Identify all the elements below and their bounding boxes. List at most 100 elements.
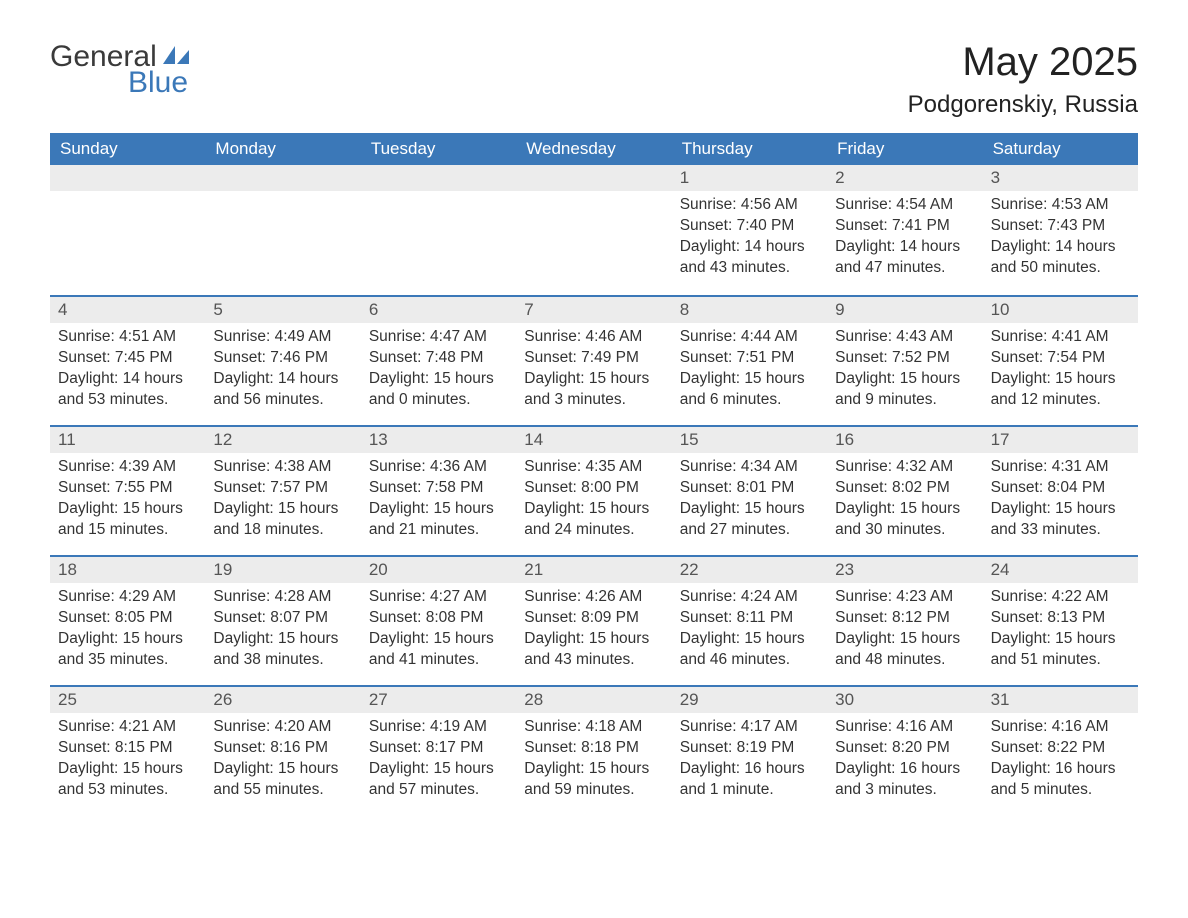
daylight-text: Daylight: 15 hours and 53 minutes. [58, 759, 197, 801]
day-body: Sunrise: 4:17 AMSunset: 8:19 PMDaylight:… [672, 713, 827, 809]
sunrise-text: Sunrise: 4:28 AM [213, 587, 352, 608]
daylight-text: Daylight: 15 hours and 41 minutes. [369, 629, 508, 671]
daylight-text: Daylight: 15 hours and 9 minutes. [835, 369, 974, 411]
daylight-text: Daylight: 15 hours and 59 minutes. [524, 759, 663, 801]
daylight-text: Daylight: 15 hours and 0 minutes. [369, 369, 508, 411]
day-number: 25 [50, 687, 205, 713]
day-number: 18 [50, 557, 205, 583]
sunrise-text: Sunrise: 4:49 AM [213, 327, 352, 348]
day-number: 15 [672, 427, 827, 453]
sunrise-text: Sunrise: 4:46 AM [524, 327, 663, 348]
sunset-text: Sunset: 7:46 PM [213, 348, 352, 369]
day-body: Sunrise: 4:36 AMSunset: 7:58 PMDaylight:… [361, 453, 516, 549]
day-number: 17 [983, 427, 1138, 453]
day-cell: 24Sunrise: 4:22 AMSunset: 8:13 PMDayligh… [983, 557, 1138, 683]
day-body: Sunrise: 4:47 AMSunset: 7:48 PMDaylight:… [361, 323, 516, 419]
day-body [50, 191, 205, 203]
day-number: 16 [827, 427, 982, 453]
sunset-text: Sunset: 8:16 PM [213, 738, 352, 759]
day-body: Sunrise: 4:26 AMSunset: 8:09 PMDaylight:… [516, 583, 671, 679]
day-cell: 30Sunrise: 4:16 AMSunset: 8:20 PMDayligh… [827, 687, 982, 813]
sunset-text: Sunset: 8:20 PM [835, 738, 974, 759]
week-row: 4Sunrise: 4:51 AMSunset: 7:45 PMDaylight… [50, 295, 1138, 423]
daylight-text: Daylight: 15 hours and 30 minutes. [835, 499, 974, 541]
sunrise-text: Sunrise: 4:16 AM [835, 717, 974, 738]
daylight-text: Daylight: 16 hours and 3 minutes. [835, 759, 974, 801]
day-number: 26 [205, 687, 360, 713]
day-number: 10 [983, 297, 1138, 323]
sunset-text: Sunset: 8:19 PM [680, 738, 819, 759]
day-cell: 8Sunrise: 4:44 AMSunset: 7:51 PMDaylight… [672, 297, 827, 423]
sunset-text: Sunset: 7:58 PM [369, 478, 508, 499]
sunset-text: Sunset: 7:41 PM [835, 216, 974, 237]
brand-part2: Blue [128, 66, 188, 100]
sunrise-text: Sunrise: 4:26 AM [524, 587, 663, 608]
day-cell: 1Sunrise: 4:56 AMSunset: 7:40 PMDaylight… [672, 165, 827, 293]
day-number: 23 [827, 557, 982, 583]
day-number: 27 [361, 687, 516, 713]
day-body: Sunrise: 4:19 AMSunset: 8:17 PMDaylight:… [361, 713, 516, 809]
day-number: 7 [516, 297, 671, 323]
day-number [50, 165, 205, 191]
sunset-text: Sunset: 8:22 PM [991, 738, 1130, 759]
sunset-text: Sunset: 7:45 PM [58, 348, 197, 369]
daylight-text: Daylight: 15 hours and 55 minutes. [213, 759, 352, 801]
sunrise-text: Sunrise: 4:34 AM [680, 457, 819, 478]
day-cell: 16Sunrise: 4:32 AMSunset: 8:02 PMDayligh… [827, 427, 982, 553]
day-body: Sunrise: 4:29 AMSunset: 8:05 PMDaylight:… [50, 583, 205, 679]
day-number: 22 [672, 557, 827, 583]
sunset-text: Sunset: 7:51 PM [680, 348, 819, 369]
day-cell [361, 165, 516, 293]
day-header-row: SundayMondayTuesdayWednesdayThursdayFrid… [50, 133, 1138, 165]
day-number: 13 [361, 427, 516, 453]
day-cell: 5Sunrise: 4:49 AMSunset: 7:46 PMDaylight… [205, 297, 360, 423]
daylight-text: Daylight: 15 hours and 48 minutes. [835, 629, 974, 671]
day-number: 21 [516, 557, 671, 583]
daylight-text: Daylight: 15 hours and 6 minutes. [680, 369, 819, 411]
day-cell: 19Sunrise: 4:28 AMSunset: 8:07 PMDayligh… [205, 557, 360, 683]
week-row: 1Sunrise: 4:56 AMSunset: 7:40 PMDaylight… [50, 165, 1138, 293]
day-body: Sunrise: 4:18 AMSunset: 8:18 PMDaylight:… [516, 713, 671, 809]
sunrise-text: Sunrise: 4:41 AM [991, 327, 1130, 348]
sunrise-text: Sunrise: 4:18 AM [524, 717, 663, 738]
day-cell: 15Sunrise: 4:34 AMSunset: 8:01 PMDayligh… [672, 427, 827, 553]
sunset-text: Sunset: 8:01 PM [680, 478, 819, 499]
day-cell: 18Sunrise: 4:29 AMSunset: 8:05 PMDayligh… [50, 557, 205, 683]
sunset-text: Sunset: 7:49 PM [524, 348, 663, 369]
sunrise-text: Sunrise: 4:27 AM [369, 587, 508, 608]
day-number: 28 [516, 687, 671, 713]
day-number [516, 165, 671, 191]
day-cell: 13Sunrise: 4:36 AMSunset: 7:58 PMDayligh… [361, 427, 516, 553]
day-cell: 11Sunrise: 4:39 AMSunset: 7:55 PMDayligh… [50, 427, 205, 553]
day-cell: 25Sunrise: 4:21 AMSunset: 8:15 PMDayligh… [50, 687, 205, 813]
day-body: Sunrise: 4:34 AMSunset: 8:01 PMDaylight:… [672, 453, 827, 549]
day-number: 6 [361, 297, 516, 323]
day-cell: 20Sunrise: 4:27 AMSunset: 8:08 PMDayligh… [361, 557, 516, 683]
daylight-text: Daylight: 15 hours and 12 minutes. [991, 369, 1130, 411]
daylight-text: Daylight: 15 hours and 15 minutes. [58, 499, 197, 541]
sunrise-text: Sunrise: 4:17 AM [680, 717, 819, 738]
day-body: Sunrise: 4:46 AMSunset: 7:49 PMDaylight:… [516, 323, 671, 419]
day-number: 14 [516, 427, 671, 453]
day-number: 9 [827, 297, 982, 323]
day-cell: 21Sunrise: 4:26 AMSunset: 8:09 PMDayligh… [516, 557, 671, 683]
day-number: 11 [50, 427, 205, 453]
day-number: 24 [983, 557, 1138, 583]
day-body: Sunrise: 4:51 AMSunset: 7:45 PMDaylight:… [50, 323, 205, 419]
month-title: May 2025 [908, 40, 1138, 85]
week-row: 11Sunrise: 4:39 AMSunset: 7:55 PMDayligh… [50, 425, 1138, 553]
day-body: Sunrise: 4:32 AMSunset: 8:02 PMDaylight:… [827, 453, 982, 549]
day-body: Sunrise: 4:21 AMSunset: 8:15 PMDaylight:… [50, 713, 205, 809]
day-body: Sunrise: 4:35 AMSunset: 8:00 PMDaylight:… [516, 453, 671, 549]
day-header-cell: Sunday [50, 133, 205, 165]
day-number: 29 [672, 687, 827, 713]
day-body: Sunrise: 4:28 AMSunset: 8:07 PMDaylight:… [205, 583, 360, 679]
day-number: 5 [205, 297, 360, 323]
day-body: Sunrise: 4:44 AMSunset: 7:51 PMDaylight:… [672, 323, 827, 419]
daylight-text: Daylight: 14 hours and 47 minutes. [835, 237, 974, 279]
day-body: Sunrise: 4:49 AMSunset: 7:46 PMDaylight:… [205, 323, 360, 419]
day-body [205, 191, 360, 203]
day-body: Sunrise: 4:53 AMSunset: 7:43 PMDaylight:… [983, 191, 1138, 287]
day-body: Sunrise: 4:27 AMSunset: 8:08 PMDaylight:… [361, 583, 516, 679]
daylight-text: Daylight: 14 hours and 56 minutes. [213, 369, 352, 411]
